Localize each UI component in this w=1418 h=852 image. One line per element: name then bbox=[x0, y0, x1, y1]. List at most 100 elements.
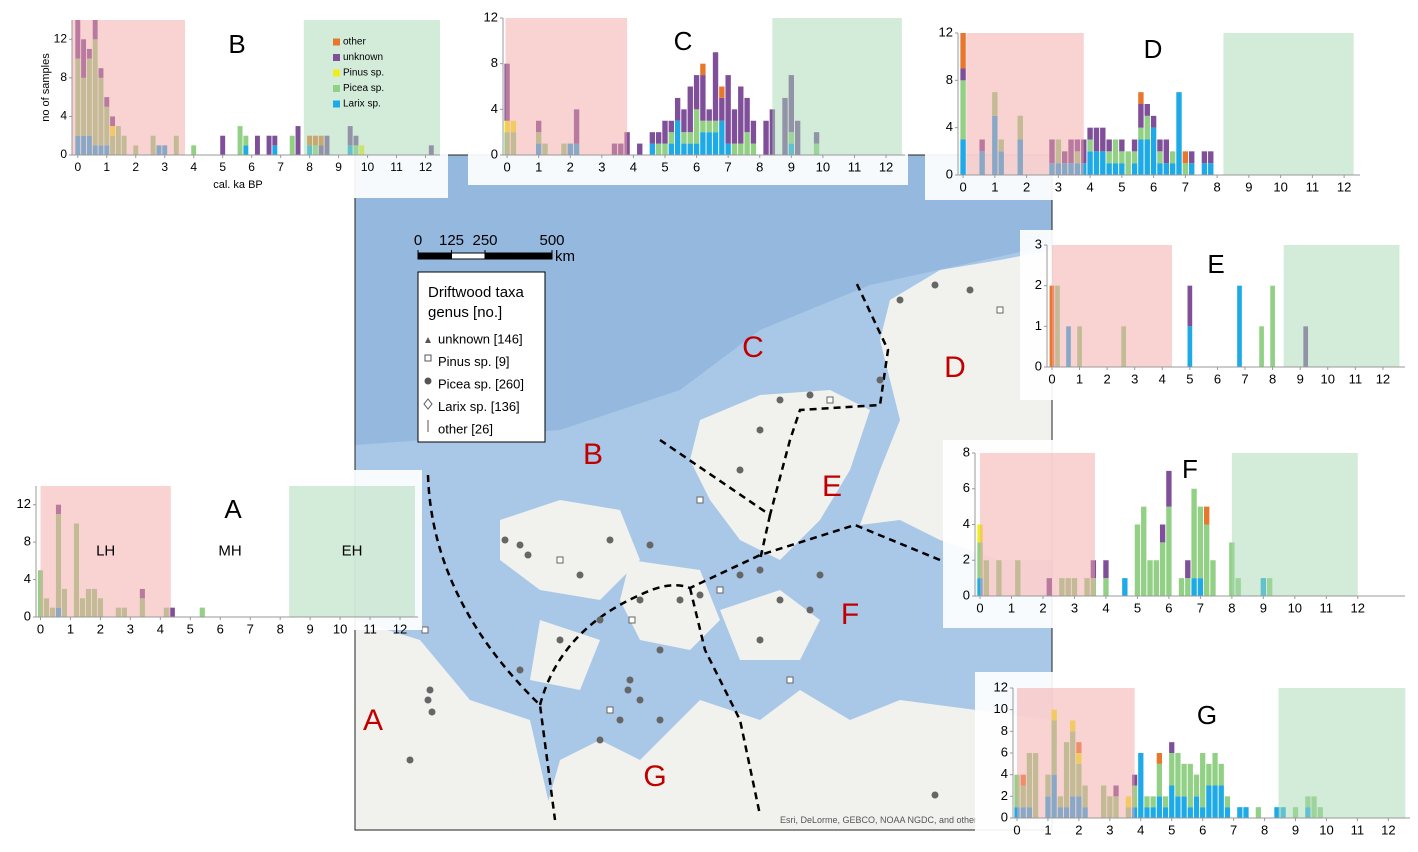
legend-label: Picea sp. bbox=[343, 83, 384, 94]
bar-segment bbox=[738, 144, 743, 155]
bar-segment bbox=[669, 132, 674, 143]
x-tick-label: 6 bbox=[217, 621, 224, 636]
sample-site bbox=[697, 497, 703, 503]
bar-segment bbox=[1198, 507, 1203, 579]
x-tick-label: 5 bbox=[1118, 179, 1125, 194]
x-tick-label: 10 bbox=[816, 159, 830, 174]
panel: 048120123456789101112Bno of samplescal. … bbox=[40, 0, 448, 198]
x-tick-label: 0 bbox=[74, 160, 81, 174]
bar-segment bbox=[1183, 163, 1188, 175]
x-tick-label: 2 bbox=[1075, 822, 1082, 837]
legend-swatch bbox=[333, 70, 340, 77]
x-tick-label: 4 bbox=[157, 621, 164, 636]
bar-segment bbox=[200, 608, 205, 617]
sample-site bbox=[647, 542, 654, 549]
bar-segment bbox=[732, 144, 737, 155]
bar-segment bbox=[700, 75, 705, 121]
bar-segment bbox=[1157, 764, 1162, 797]
sample-site bbox=[597, 737, 604, 744]
bar-segment bbox=[637, 144, 642, 155]
bar-segment bbox=[1208, 163, 1213, 175]
map-legend-title: Driftwood taxa bbox=[428, 284, 525, 301]
bar-segment bbox=[681, 109, 686, 132]
sample-site bbox=[597, 617, 604, 624]
bar-segment bbox=[1170, 163, 1175, 175]
figure: ABCDEFGDriftwood taxagenus [no.]unknown … bbox=[0, 0, 1418, 852]
y-tick-label: 0 bbox=[963, 587, 970, 602]
bar-segment bbox=[1200, 753, 1205, 807]
scale-label: 125 bbox=[439, 232, 464, 249]
bar-segment bbox=[650, 132, 655, 143]
bar-segment bbox=[1188, 807, 1193, 818]
x-tick-label: 3 bbox=[1071, 600, 1078, 615]
bar-segment bbox=[1183, 151, 1188, 163]
legend-label: unknown bbox=[343, 52, 383, 63]
bar-segment bbox=[1163, 807, 1168, 818]
panel-title: D bbox=[1144, 34, 1163, 64]
bar-segment bbox=[1208, 151, 1213, 163]
bar-segment bbox=[1166, 507, 1171, 596]
bar-segment bbox=[1100, 151, 1105, 175]
bar-segment bbox=[1212, 753, 1217, 786]
x-tick-label: 10 bbox=[1288, 600, 1302, 615]
y-tick-label: 8 bbox=[24, 534, 31, 549]
period-shading bbox=[1223, 33, 1353, 175]
sample-site bbox=[897, 297, 904, 304]
sample-site bbox=[517, 667, 524, 674]
bar-segment bbox=[1138, 140, 1143, 176]
bar-segment bbox=[725, 75, 730, 144]
bar-segment bbox=[1204, 525, 1209, 597]
panel-title: C bbox=[674, 26, 693, 56]
bar-segment bbox=[1191, 578, 1196, 596]
y-tick-label: 12 bbox=[994, 679, 1008, 694]
x-tick-label: 4 bbox=[630, 159, 637, 174]
sample-site bbox=[787, 677, 793, 683]
sample-site bbox=[807, 607, 814, 614]
y-tick-label: 12 bbox=[484, 9, 498, 24]
bar-segment bbox=[1157, 753, 1162, 764]
x-tick-label: 10 bbox=[361, 160, 375, 174]
legend-swatch bbox=[333, 39, 340, 46]
x-tick-label: 9 bbox=[1297, 371, 1304, 386]
scale-unit: km bbox=[555, 248, 575, 265]
bar-segment bbox=[751, 144, 756, 155]
bar-segment bbox=[1087, 128, 1092, 140]
period-shading bbox=[1284, 245, 1400, 367]
scale-bar-segment bbox=[485, 253, 552, 259]
bar-segment bbox=[694, 144, 699, 155]
sample-site bbox=[777, 597, 784, 604]
panel: 048120123456789101112ALHMHEH bbox=[0, 470, 422, 636]
bar-segment bbox=[1237, 286, 1242, 367]
bar-segment bbox=[1270, 286, 1275, 367]
y-tick-label: 4 bbox=[60, 109, 67, 123]
bar-segment bbox=[732, 109, 737, 143]
x-tick-label: 5 bbox=[219, 160, 226, 174]
bar-segment bbox=[700, 132, 705, 155]
x-tick-label: 1 bbox=[1076, 371, 1083, 386]
bar-segment bbox=[681, 144, 686, 155]
y-tick-label: 10 bbox=[994, 701, 1008, 716]
region-label: F bbox=[841, 598, 859, 631]
period-shading bbox=[1052, 245, 1172, 367]
bar-segment bbox=[700, 121, 705, 132]
bar-segment bbox=[725, 144, 730, 155]
y-tick-label: 4 bbox=[963, 516, 970, 531]
bar-segment bbox=[296, 126, 301, 155]
x-tick-label: 5 bbox=[187, 621, 194, 636]
bar-segment bbox=[220, 136, 225, 155]
bar-segment bbox=[675, 98, 680, 121]
sample-site bbox=[427, 687, 434, 694]
x-tick-label: 12 bbox=[879, 159, 893, 174]
y-tick-label: 2 bbox=[963, 552, 970, 567]
scale-bar-segment bbox=[418, 253, 452, 259]
bar-segment bbox=[1138, 753, 1143, 818]
bar-segment bbox=[707, 132, 712, 155]
x-tick-label: 10 bbox=[1273, 179, 1287, 194]
scale-label: 250 bbox=[472, 232, 497, 249]
x-tick-label: 9 bbox=[1260, 600, 1267, 615]
bar-segment bbox=[1259, 326, 1264, 367]
bar-segment bbox=[243, 136, 248, 146]
x-tick-label: 4 bbox=[1137, 822, 1144, 837]
x-tick-label: 4 bbox=[1102, 600, 1109, 615]
bar-segment bbox=[707, 121, 712, 132]
